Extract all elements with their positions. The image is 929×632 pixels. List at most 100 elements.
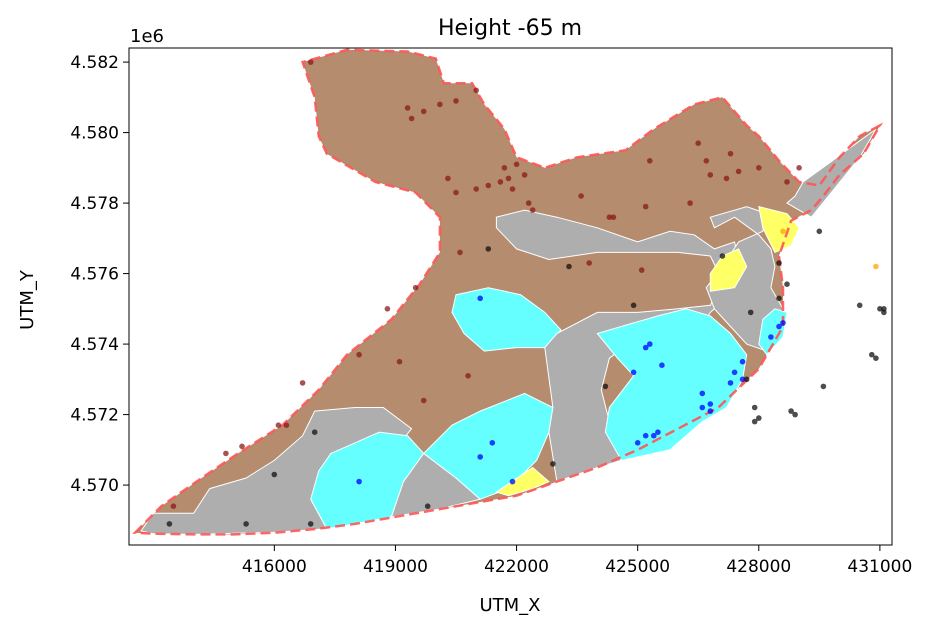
point-blue-14 <box>699 390 706 397</box>
point-darkred-1 <box>404 105 411 111</box>
zone-yellow-4 <box>495 466 550 497</box>
point-blue-0 <box>477 295 484 302</box>
y-tick-label-6: 4.582 <box>70 53 119 73</box>
point-darkred-25 <box>687 200 693 206</box>
point-black-0 <box>166 521 173 527</box>
point-darkred-46 <box>223 450 229 457</box>
point-darkred-38 <box>384 306 391 312</box>
point-darkred-43 <box>299 380 306 386</box>
point-darkred-30 <box>695 140 701 146</box>
point-darkred-23 <box>638 267 645 273</box>
point-blue-8 <box>659 362 665 369</box>
point-orange-1 <box>873 263 879 270</box>
point-darkred-10 <box>485 182 492 189</box>
x-tick-label-416000: 416000 <box>242 557 307 577</box>
y-tick-label-3: 4.576 <box>70 265 119 285</box>
point-blue-20 <box>739 376 746 383</box>
point-darkred-40 <box>396 358 403 365</box>
point-black-8 <box>566 263 572 270</box>
point-darkred-9 <box>473 186 480 192</box>
x-axis-label: UTM_X <box>479 595 540 616</box>
point-darkred-2 <box>408 115 415 122</box>
point-blue-10 <box>642 432 649 439</box>
point-black-20 <box>816 228 823 235</box>
point-darkred-14 <box>513 161 520 168</box>
point-black-4 <box>307 521 314 527</box>
point-darkred-3 <box>420 108 427 115</box>
point-darkred-15 <box>521 172 528 178</box>
point-darkred-17 <box>525 200 532 206</box>
point-blue-2 <box>477 454 484 460</box>
point-black-29 <box>792 411 798 418</box>
y-tick-label-1: 4.572 <box>70 406 119 426</box>
y-tick-label-2: 4.574 <box>70 335 119 355</box>
point-darkred-5 <box>453 98 459 104</box>
point-darkred-29 <box>647 158 653 164</box>
zone-gray-8 <box>705 206 784 352</box>
point-darkred-27 <box>784 179 790 185</box>
point-darkred-20 <box>606 214 613 220</box>
point-darkred-13 <box>501 165 508 171</box>
zone-yellow-9 <box>758 205 800 254</box>
point-blue-22 <box>776 323 782 330</box>
x-tick-label-428000: 428000 <box>726 557 791 577</box>
point-darkred-47 <box>239 443 245 450</box>
point-darkred-6 <box>473 87 480 94</box>
point-black-15 <box>751 418 758 425</box>
point-darkred-33 <box>707 172 714 178</box>
point-black-18 <box>776 295 782 302</box>
point-darkred-48 <box>170 503 177 510</box>
point-darkred-36 <box>457 249 463 256</box>
point-black-27 <box>820 383 827 390</box>
y-tick-label-0: 4.570 <box>70 476 119 496</box>
point-darkred-44 <box>275 422 282 429</box>
point-black-13 <box>743 376 750 383</box>
point-darkred-32 <box>703 158 710 164</box>
zone-cyan-7 <box>596 308 748 461</box>
point-darkred-45 <box>283 422 290 429</box>
zone-gray-0 <box>140 407 413 535</box>
point-black-2 <box>271 471 278 478</box>
point-black-19 <box>784 281 790 288</box>
point-black-21 <box>856 302 863 309</box>
x-tick-label-419000: 419000 <box>363 557 428 577</box>
point-darkred-19 <box>578 193 584 199</box>
point-blue-5 <box>630 369 637 376</box>
point-blue-18 <box>731 369 738 376</box>
point-black-5 <box>424 503 431 510</box>
point-darkred-18 <box>529 207 536 213</box>
point-darkred-37 <box>412 284 419 291</box>
point-darkred-31 <box>727 150 734 157</box>
plot-frame <box>128 47 893 546</box>
boundary-outline <box>132 48 884 536</box>
point-blue-23 <box>780 320 786 326</box>
point-darkred-28 <box>796 165 802 171</box>
point-darkred-35 <box>756 165 762 171</box>
point-blue-9 <box>634 440 641 446</box>
point-orange-0 <box>780 228 786 235</box>
y-axis-ticks: 4.570 4.572 4.574 4.576 4.578 4.580 4.582 <box>70 53 129 496</box>
point-black-11 <box>719 253 726 259</box>
y-axis-label: UTM_Y <box>17 269 38 330</box>
point-blue-17 <box>727 380 734 386</box>
point-blue-12 <box>655 429 661 436</box>
plot-area <box>132 48 887 536</box>
point-black-23 <box>873 355 879 362</box>
zone-cyan-11 <box>758 308 788 356</box>
point-blue-4 <box>509 478 516 485</box>
point-black-24 <box>877 306 883 312</box>
chart-title: Height -65 m <box>438 16 582 41</box>
point-darkred-41 <box>465 373 471 379</box>
point-darkred-4 <box>437 101 443 108</box>
point-black-6 <box>485 246 492 252</box>
point-black-1 <box>243 521 249 527</box>
point-darkred-16 <box>509 186 516 192</box>
x-tick-label-431000: 431000 <box>847 557 912 577</box>
point-blue-13 <box>699 404 706 411</box>
point-black-14 <box>751 404 758 411</box>
point-black-9 <box>602 383 609 390</box>
point-blue-6 <box>647 341 653 347</box>
point-darkred-12 <box>505 175 512 182</box>
x-tick-label-422000: 422000 <box>484 557 549 577</box>
